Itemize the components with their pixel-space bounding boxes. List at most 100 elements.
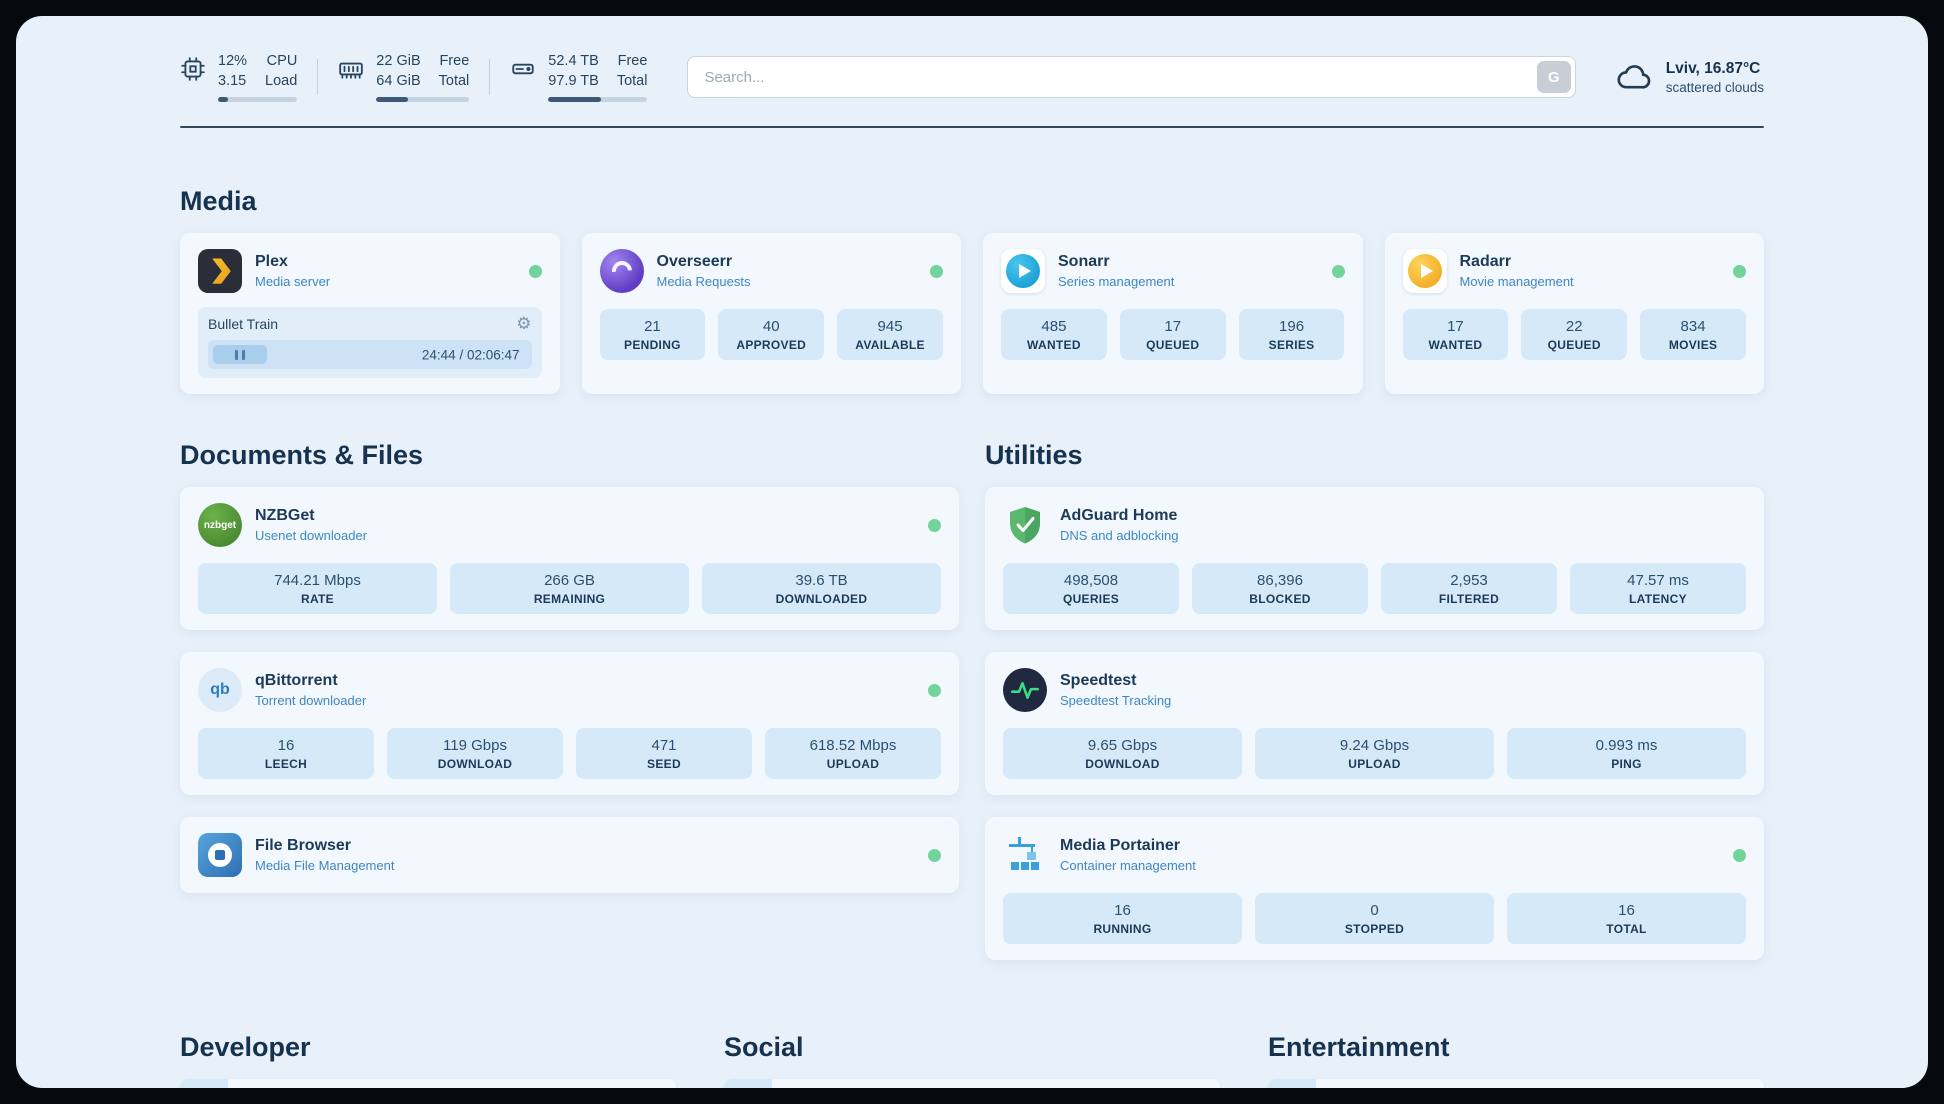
bookmark-linkedin[interactable]: LI LinkedIn linkedin.com (724, 1079, 1220, 1088)
app-card-speedtest[interactable]: Speedtest Speedtest Tracking 9.65 Gbps D… (985, 652, 1764, 796)
stat-value: 16 (277, 737, 295, 755)
stat-tile: 17 WANTED (1402, 309, 1509, 361)
status-dot (928, 683, 941, 697)
app-card-plex[interactable]: Plex Media server Bullet Train ⚙ 24:44 /… (180, 233, 560, 395)
bookmark-abbr: GH (180, 1079, 228, 1088)
stat-value: 16 (1114, 902, 1131, 920)
header-divider (180, 126, 1764, 129)
app-card-filebrowser[interactable]: File Browser Media File Management (180, 817, 959, 894)
app-description: DNS and adblocking (1060, 528, 1179, 544)
stat-tile: 945 AVAILABLE (837, 309, 943, 361)
stat-value: 834 (1680, 318, 1706, 336)
app-description: Usenet downloader (255, 528, 368, 544)
bookmark-abbr: YT (1268, 1079, 1316, 1088)
stat-label: QUEUED (1547, 338, 1601, 353)
plex-icon (198, 249, 242, 294)
app-description: Torrent downloader (255, 693, 367, 709)
app-name: Radarr (1459, 253, 1512, 271)
stat-label: RUNNING (1093, 922, 1152, 937)
stat-label: SEED (647, 757, 681, 772)
stat-value: 119 Gbps (443, 737, 507, 755)
disk-icon (510, 52, 536, 82)
stat-tile: 485 WANTED (1001, 309, 1107, 361)
stat-tile: 196 SERIES (1238, 309, 1345, 361)
app-name: AdGuard Home (1060, 507, 1178, 525)
pause-button[interactable] (213, 345, 267, 365)
stat-value: 9.65 Gbps (1087, 737, 1158, 755)
status-dot (928, 518, 941, 532)
playback-time: 24:44 / 02:06:47 (421, 347, 520, 363)
stat-value: 618.52 Mbps (809, 737, 897, 755)
section-title-documents: Documents & Files (180, 440, 424, 471)
stat-tile: 39.6 TB DOWNLOADED (702, 563, 941, 615)
app-name: Plex (255, 253, 288, 271)
cpu-label: CPU (266, 53, 298, 69)
stat-value: 16 (1618, 902, 1635, 920)
stat-label: REMAINING (533, 592, 606, 607)
app-card-qbittorrent[interactable]: qb qBittorrent Torrent downloader 16 LEE… (180, 652, 959, 796)
app-card-nzbget[interactable]: nzbget NZBGet Usenet downloader 744.21 M… (180, 487, 959, 631)
stat-tile: 86,396 BLOCKED (1192, 563, 1368, 615)
cpu-usage-widget: 12% CPU 3.15 Load (180, 52, 298, 103)
header-bar: 12% CPU 3.15 Load (180, 16, 1764, 103)
stat-tile: 119 Gbps DOWNLOAD (387, 728, 563, 780)
stat-label: QUEUED (1146, 338, 1200, 353)
app-card-sonarr[interactable]: Sonarr Series management 485 WANTED 17 Q… (983, 233, 1363, 395)
stat-label: BLOCKED (1249, 592, 1311, 607)
app-name: Sonarr (1058, 253, 1110, 271)
stat-value: 21 (644, 318, 661, 336)
ram-free-label: Free (439, 53, 470, 69)
stat-value: 266 GB (544, 572, 595, 590)
app-description: Movie management (1459, 274, 1574, 290)
search-engine-button[interactable]: G (1536, 61, 1571, 94)
stat-tile: 618.52 Mbps UPLOAD (765, 728, 941, 780)
adguard-icon (1003, 503, 1047, 547)
section-title-social: Social (724, 1032, 804, 1063)
stat-tile: 2,953 FILTERED (1381, 563, 1557, 615)
stat-value: 39.6 TB (795, 572, 848, 590)
app-card-portainer[interactable]: Media Portainer Container management 16 … (985, 817, 1764, 961)
gear-icon[interactable]: ⚙ (516, 314, 532, 334)
playback-progress-bar[interactable]: 24:44 / 02:06:47 (208, 340, 532, 370)
stat-label: PENDING (624, 338, 681, 353)
sonarr-icon (1001, 249, 1045, 294)
app-card-adguard[interactable]: AdGuard Home DNS and adblocking 498,508 … (985, 487, 1764, 631)
stat-label: WANTED (1428, 338, 1483, 353)
portainer-icon (1003, 833, 1047, 877)
stat-label: PING (1611, 757, 1642, 772)
dashboard-panel: 12% CPU 3.15 Load (16, 16, 1928, 1088)
header-separator (489, 59, 491, 96)
section-title-developer: Developer (180, 1032, 311, 1063)
stat-label: LATENCY (1629, 592, 1687, 607)
stat-label: UPLOAD (1348, 757, 1401, 772)
cpu-progress-bar (218, 97, 298, 103)
stat-tile: 0 STOPPED (1255, 893, 1494, 945)
stat-value: 9.24 Gbps (1339, 737, 1410, 755)
app-card-overseerr[interactable]: Overseerr Media Requests 21 PENDING 40 A… (581, 233, 961, 395)
stat-tile: 9.24 Gbps UPLOAD (1255, 728, 1494, 780)
app-name: Overseerr (656, 253, 733, 271)
app-name: Speedtest (1060, 672, 1137, 690)
weather-location: Lviv, 16.87°C (1665, 59, 1761, 77)
app-name: File Browser (255, 837, 352, 855)
bookmark-abbr: LI (724, 1079, 772, 1088)
stat-value: 86,396 (1257, 572, 1303, 590)
stat-value: 17 (1447, 318, 1464, 336)
ram-progress-bar (376, 97, 470, 103)
bookmark-github[interactable]: GH Github github.com (180, 1079, 676, 1088)
search-input[interactable] (687, 56, 1576, 99)
stat-label: APPROVED (736, 338, 807, 353)
now-playing-title: Bullet Train (208, 315, 279, 332)
filebrowser-icon (198, 833, 242, 878)
cpu-load-label: Load (265, 72, 298, 89)
app-card-radarr[interactable]: Radarr Movie management 17 WANTED 22 QUE… (1384, 233, 1764, 395)
bookmark-youtube[interactable]: YT YouTube youtube.com (1268, 1079, 1764, 1088)
stat-tile: 21 PENDING (599, 309, 706, 361)
stat-tile: 40 APPROVED (718, 309, 825, 361)
stat-value: 471 (651, 737, 677, 755)
section-title-media: Media (180, 186, 257, 217)
stat-label: DOWNLOAD (1085, 757, 1160, 772)
stat-label: DOWNLOADED (775, 592, 868, 607)
disk-free: 52.4 TB (548, 53, 599, 69)
stat-tile: 0.993 ms PING (1507, 728, 1746, 780)
